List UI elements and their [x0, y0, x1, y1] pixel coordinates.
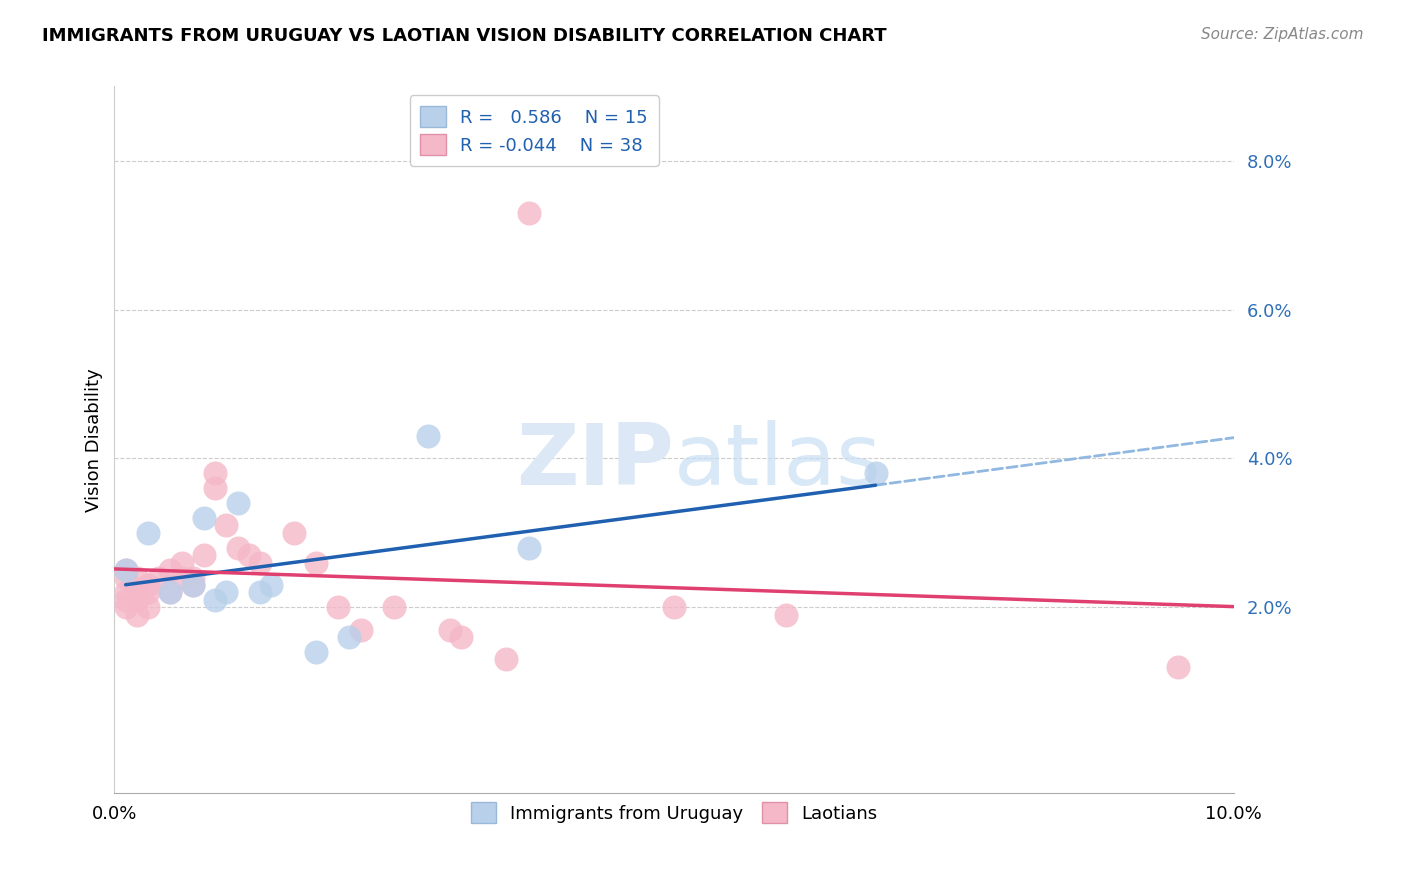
Point: [204, 592, 226, 607]
Point: [382, 600, 405, 615]
Point: [450, 630, 472, 644]
Point: [283, 525, 305, 540]
Point: [305, 556, 328, 570]
Point: [339, 630, 361, 644]
Point: [136, 525, 159, 540]
Point: [148, 570, 170, 584]
Text: atlas: atlas: [673, 419, 882, 502]
Point: [125, 592, 148, 607]
Text: Source: ZipAtlas.com: Source: ZipAtlas.com: [1201, 27, 1364, 42]
Point: [215, 518, 238, 533]
Point: [226, 541, 249, 555]
Point: [238, 548, 260, 562]
Legend: Immigrants from Uruguay, Laotians: Immigrants from Uruguay, Laotians: [460, 791, 889, 834]
Point: [517, 541, 540, 555]
Point: [136, 578, 159, 592]
Point: [439, 623, 461, 637]
Point: [136, 585, 159, 599]
Point: [1167, 660, 1189, 674]
Point: [416, 429, 439, 443]
Point: [125, 585, 148, 599]
Point: [193, 511, 215, 525]
Point: [170, 570, 193, 584]
Point: [305, 645, 328, 659]
Point: [114, 563, 136, 577]
Point: [328, 600, 350, 615]
Point: [114, 585, 136, 599]
Point: [865, 467, 887, 481]
Point: [204, 481, 226, 495]
Point: [181, 578, 204, 592]
Point: [114, 592, 136, 607]
Point: [775, 607, 797, 622]
Point: [249, 585, 271, 599]
Point: [159, 563, 181, 577]
Point: [495, 652, 517, 666]
Point: [159, 585, 181, 599]
Point: [662, 600, 685, 615]
Point: [260, 578, 283, 592]
Point: [125, 570, 148, 584]
Point: [159, 585, 181, 599]
Text: ZIP: ZIP: [516, 419, 673, 502]
Point: [125, 607, 148, 622]
Point: [350, 623, 373, 637]
Point: [114, 563, 136, 577]
Point: [181, 570, 204, 584]
Point: [226, 496, 249, 510]
Point: [215, 585, 238, 599]
Point: [193, 548, 215, 562]
Point: [114, 570, 136, 584]
Point: [170, 556, 193, 570]
Point: [181, 578, 204, 592]
Point: [114, 600, 136, 615]
Point: [204, 467, 226, 481]
Point: [249, 556, 271, 570]
Y-axis label: Vision Disability: Vision Disability: [86, 368, 103, 512]
Point: [517, 206, 540, 220]
Text: IMMIGRANTS FROM URUGUAY VS LAOTIAN VISION DISABILITY CORRELATION CHART: IMMIGRANTS FROM URUGUAY VS LAOTIAN VISIO…: [42, 27, 887, 45]
Point: [136, 600, 159, 615]
